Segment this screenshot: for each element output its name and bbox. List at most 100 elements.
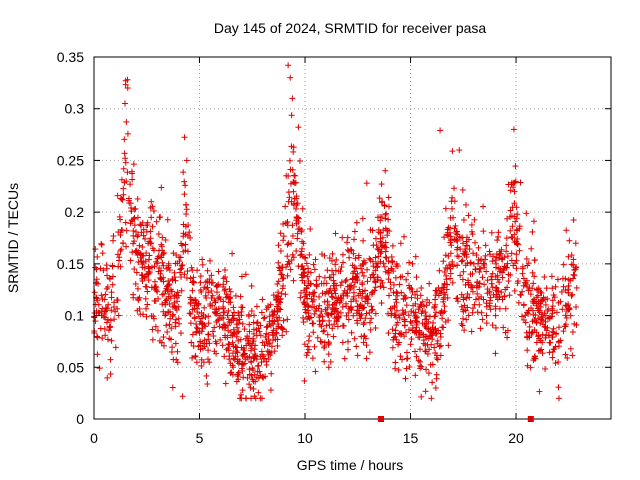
data-point — [395, 341, 402, 348]
data-point — [310, 296, 317, 303]
data-point — [285, 189, 292, 196]
data-point — [203, 294, 210, 301]
data-point — [224, 312, 231, 319]
y-tick-label: 0.2 — [65, 204, 85, 220]
data-point — [169, 303, 176, 310]
data-point — [273, 294, 280, 301]
data-point — [347, 246, 354, 253]
data-point — [129, 249, 136, 256]
data-point — [179, 242, 186, 249]
data-point — [211, 297, 218, 304]
data-point — [304, 343, 311, 350]
data-point — [296, 158, 303, 165]
data-point — [243, 342, 250, 349]
data-point — [99, 335, 106, 342]
data-point — [120, 185, 127, 192]
data-point — [278, 271, 285, 278]
data-point — [466, 294, 473, 301]
data-point — [470, 250, 477, 257]
data-point — [320, 280, 327, 287]
data-point — [151, 297, 158, 304]
data-point — [401, 316, 408, 323]
data-point — [368, 291, 375, 298]
data-point — [423, 312, 430, 319]
data-point — [333, 299, 340, 306]
data-point — [226, 318, 233, 325]
data-point — [202, 323, 209, 330]
data-point — [340, 259, 347, 266]
data-point — [254, 368, 261, 375]
data-point — [118, 176, 125, 183]
data-point — [451, 185, 458, 192]
data-point — [223, 294, 230, 301]
data-point — [143, 228, 150, 235]
data-point — [495, 229, 502, 236]
data-point — [563, 227, 570, 234]
data-point — [201, 304, 208, 311]
data-point — [114, 251, 121, 258]
data-point — [183, 274, 190, 281]
data-point — [422, 333, 429, 340]
data-point — [562, 287, 569, 294]
data-point — [123, 118, 130, 125]
y-tick-label: 0.05 — [57, 359, 84, 375]
data-point — [206, 340, 213, 347]
data-point — [386, 292, 393, 299]
data-point — [449, 261, 456, 268]
data-point — [523, 329, 530, 336]
data-point — [516, 223, 523, 230]
data-point — [309, 320, 316, 327]
data-point — [555, 395, 562, 402]
data-point — [199, 261, 206, 268]
data-point — [549, 328, 556, 335]
data-point — [257, 332, 264, 339]
data-point — [377, 238, 384, 245]
data-point — [134, 233, 141, 240]
data-point — [513, 215, 520, 222]
data-point — [273, 296, 280, 303]
data-point — [501, 293, 508, 300]
data-point — [131, 222, 138, 229]
data-point — [565, 276, 572, 283]
data-point — [531, 273, 538, 280]
data-point — [362, 287, 369, 294]
data-point — [133, 228, 140, 235]
data-point — [405, 312, 412, 319]
data-point — [488, 229, 495, 236]
data-point — [543, 285, 550, 292]
data-point — [197, 279, 204, 286]
data-point — [282, 291, 289, 298]
data-point — [137, 221, 144, 228]
data-point — [520, 275, 527, 282]
data-point — [246, 328, 253, 335]
data-point — [260, 374, 267, 381]
data-point — [409, 260, 416, 267]
data-point — [460, 216, 467, 223]
data-point — [219, 342, 226, 349]
data-point — [334, 323, 341, 330]
data-point — [174, 348, 181, 355]
data-point — [289, 251, 296, 258]
data-point — [222, 324, 229, 331]
data-point — [323, 322, 330, 329]
data-point — [246, 366, 253, 373]
data-point — [329, 294, 336, 301]
data-point — [432, 349, 439, 356]
data-point — [175, 303, 182, 310]
data-point — [229, 312, 236, 319]
data-point — [381, 243, 388, 250]
data-point — [112, 344, 119, 351]
data-point — [363, 355, 370, 362]
data-point — [158, 184, 165, 191]
data-point — [237, 336, 244, 343]
data-point — [572, 240, 579, 247]
data-point — [115, 312, 122, 319]
data-point — [250, 326, 257, 333]
data-point — [127, 257, 134, 264]
data-point — [161, 342, 168, 349]
data-point — [241, 326, 248, 333]
data-point — [523, 255, 530, 262]
data-point — [321, 274, 328, 281]
data-point — [204, 356, 211, 363]
data-point — [434, 337, 441, 344]
